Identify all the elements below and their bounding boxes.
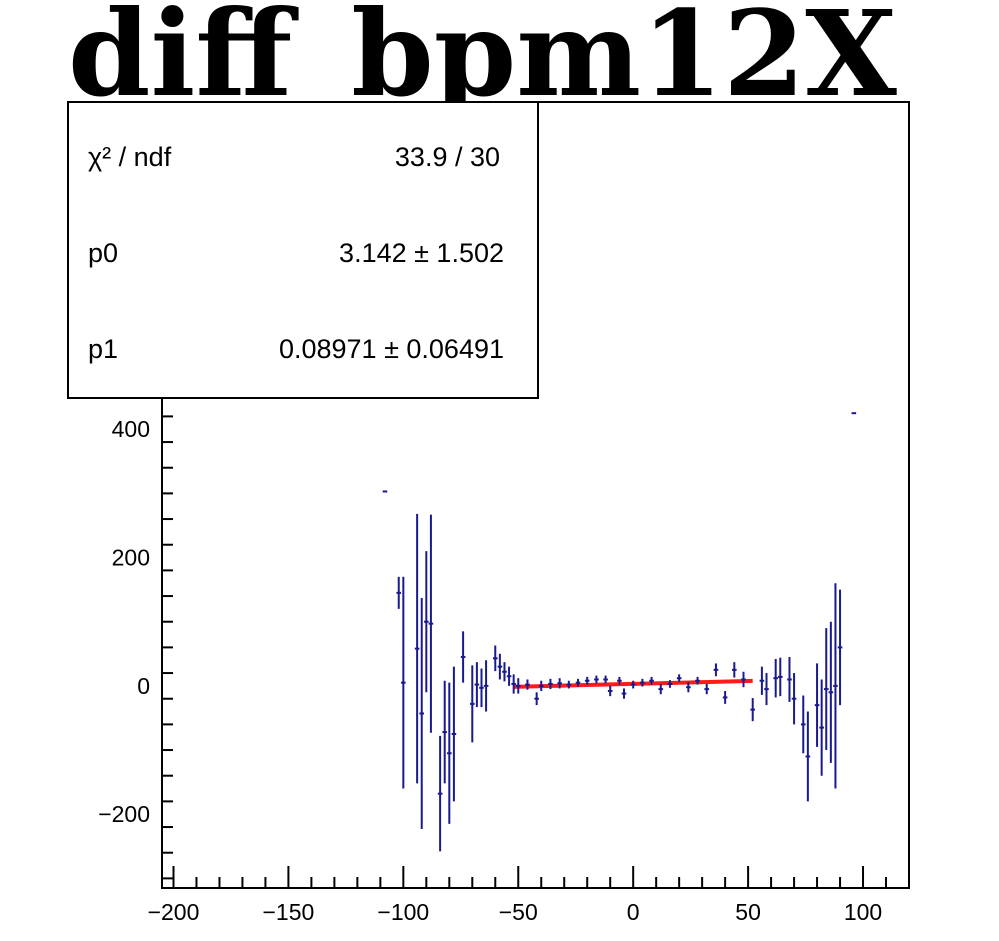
data-point	[575, 678, 581, 687]
data-point	[676, 674, 682, 683]
stat-p0-value: 3.142 ± 1.502	[339, 238, 504, 268]
data-point	[534, 692, 539, 706]
data-point	[502, 662, 507, 682]
data-point	[460, 631, 466, 683]
data-point	[414, 513, 420, 784]
data-point	[538, 680, 544, 692]
data-point	[800, 695, 806, 754]
data-point	[759, 666, 765, 695]
data-point	[764, 673, 769, 706]
data-point	[695, 676, 700, 685]
data-point	[704, 683, 710, 695]
data-point	[722, 691, 728, 704]
x-tick-label: 100	[844, 899, 882, 925]
data-point	[603, 675, 608, 684]
stat-p0-label: p0	[88, 238, 118, 268]
data-point	[805, 711, 811, 802]
data-point	[442, 680, 448, 784]
x-tick-label: −150	[263, 899, 315, 925]
data-point	[419, 597, 425, 829]
data-point	[621, 688, 627, 699]
stats-box: χ² / ndf 33.9 / 30 p0 3.142 ± 1.502 p1 0…	[67, 101, 539, 399]
data-point	[469, 665, 475, 743]
data-point	[511, 674, 516, 694]
stat-chi2-label: χ² / ndf	[88, 142, 172, 172]
data-point	[732, 662, 737, 678]
x-tick-label: −200	[148, 899, 200, 925]
x-axis: −200 −150 −100 −50 0 50 100	[148, 866, 888, 925]
stat-p1-value: 0.08971 ± 0.06491	[279, 334, 504, 364]
data-point	[525, 679, 530, 690]
data-point	[814, 663, 820, 747]
data-point	[787, 657, 792, 702]
data-point	[741, 671, 746, 688]
data-point	[667, 680, 673, 688]
data-point	[451, 666, 457, 802]
data-point	[773, 658, 778, 698]
data-point	[424, 551, 429, 693]
data-points	[382, 412, 857, 852]
data-point	[750, 698, 756, 722]
x-tick-label: 0	[627, 899, 640, 925]
data-point	[428, 514, 434, 733]
stats-box-frame	[67, 101, 539, 399]
data-point	[584, 676, 590, 685]
data-point	[823, 628, 829, 751]
data-point	[837, 589, 843, 706]
data-point	[557, 678, 562, 689]
data-point	[492, 645, 498, 672]
data-point	[649, 676, 654, 685]
data-point	[396, 576, 402, 609]
y-tick-label: −200	[98, 801, 150, 827]
data-point	[607, 685, 613, 697]
x-tick-label: −50	[499, 899, 538, 925]
data-point	[447, 682, 452, 824]
data-point	[713, 663, 719, 677]
data-point	[566, 680, 572, 689]
data-point	[686, 682, 691, 693]
data-point	[791, 673, 797, 725]
data-point	[828, 621, 834, 763]
data-point	[617, 676, 622, 685]
stat-chi2-value: 33.9 / 30	[395, 142, 500, 172]
stat-p1-label: p1	[88, 334, 118, 364]
y-tick-label: 0	[137, 673, 150, 699]
data-point	[833, 583, 838, 789]
data-point	[401, 576, 406, 789]
x-tick-label: 50	[735, 899, 761, 925]
x-tick-label: −100	[377, 899, 429, 925]
data-point	[474, 662, 480, 708]
data-point	[483, 660, 489, 712]
data-point	[819, 679, 824, 776]
data-point	[658, 683, 664, 695]
data-point	[515, 678, 521, 694]
data-point	[777, 657, 783, 697]
data-point	[594, 675, 599, 684]
y-tick-label: 200	[112, 545, 150, 571]
data-point	[506, 666, 512, 686]
data-point	[548, 678, 553, 690]
data-point	[497, 653, 503, 680]
data-point	[479, 668, 484, 708]
data-point	[640, 678, 645, 687]
data-point	[437, 735, 443, 852]
data-point	[630, 680, 636, 689]
y-tick-label: 400	[112, 416, 150, 442]
